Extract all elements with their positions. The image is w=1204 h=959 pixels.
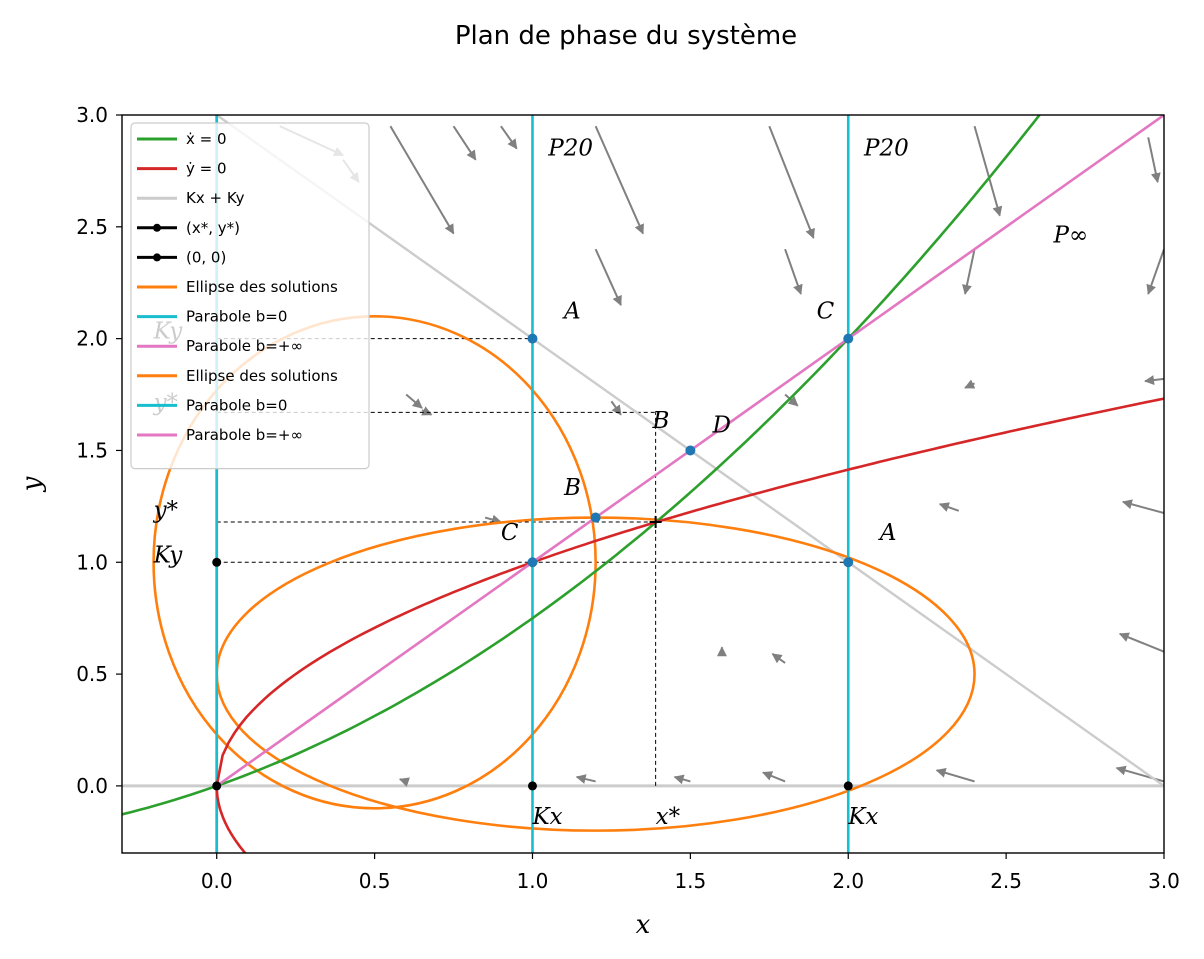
annotation-1: P20	[863, 135, 909, 161]
vector-arrow-1	[389, 125, 455, 235]
equilibrium-marker	[649, 516, 662, 529]
black-point-1	[527, 781, 537, 791]
legend-marker-4	[153, 253, 161, 262]
blue-point-5	[843, 557, 854, 568]
x-axis-label: x	[636, 910, 651, 940]
vector-arrow-27	[762, 771, 786, 783]
plot-area	[122, 115, 1164, 853]
y-tick-label-5: 2.5	[76, 215, 108, 239]
annotation-11: Ky	[153, 542, 184, 568]
legend-label-8: Ellipse des solutions	[186, 367, 338, 385]
legend-label-7: Parabole b=+∞	[186, 337, 303, 355]
annotation-14: Kx	[531, 804, 562, 830]
plot-frame	[121, 114, 1165, 854]
y-axis-ticks: 0.0 0.5 1.0 1.5 2.0 2.5 3.0	[76, 103, 122, 798]
vector-arrow-9	[594, 248, 622, 307]
black-point-2	[843, 781, 853, 791]
annotation-4: C	[817, 299, 835, 325]
y-tick-label-3: 1.5	[76, 438, 108, 462]
y-tick-label-0: 0.0	[76, 774, 108, 798]
vector-arrow-23	[771, 653, 786, 664]
chart-title: Plan de phase du système	[455, 21, 797, 51]
vector-arrow-7	[1147, 137, 1161, 184]
vector-arrow-25	[575, 774, 596, 784]
vector-arrow-17	[1144, 375, 1164, 386]
vector-arrow-30	[398, 777, 411, 787]
black-point-0	[212, 557, 222, 567]
legend: ẋ = 0 ẏ = 0 Kx + Ky (x*, y*) (0, 0) Ellipse d…	[130, 122, 370, 470]
x-axis-ticks: 0.0 0.5 1.0 1.5 2.0 2.5 3.0	[201, 853, 1180, 893]
legend-label-6: Parabole b=0	[186, 308, 287, 326]
y-tick-label-1: 0.5	[76, 662, 108, 686]
solution-ellipse-1	[152, 314, 597, 810]
vector-arrow-15	[784, 393, 799, 407]
vector-arrow-6	[973, 125, 1003, 217]
vector-arrow-18	[421, 406, 433, 416]
annotation-5: B	[651, 408, 669, 434]
vector-arrow-4	[594, 125, 644, 235]
annotation-16: Kx	[847, 804, 878, 830]
y-tick-label-6: 3.0	[76, 103, 108, 127]
vector-arrow-11	[962, 248, 976, 295]
blue-point-1	[843, 333, 854, 344]
legend-label-9: Parabole b=0	[186, 396, 287, 414]
vector-arrow-10	[784, 248, 803, 295]
vector-arrow-3	[500, 125, 518, 150]
annotation-8: C	[501, 520, 519, 546]
legend-label-10: Parabole b=+∞	[186, 426, 303, 444]
x-tick-label-2: 1.0	[517, 869, 549, 893]
vector-arrow-16	[964, 379, 976, 389]
vector-arrow-19	[484, 514, 502, 525]
annotation-2: P∞	[1052, 222, 1088, 248]
black-point-3	[212, 781, 222, 791]
x-tick-label-4: 2.0	[832, 869, 864, 893]
vector-arrow-28	[935, 768, 975, 783]
x-tick-label-6: 3.0	[1148, 869, 1180, 893]
vector-arrow-21	[1121, 499, 1164, 515]
legend-box	[130, 122, 370, 470]
x-tick-label-3: 1.5	[674, 869, 706, 893]
x-tick-label-5: 2.5	[990, 869, 1022, 893]
y-tick-label-2: 1.0	[76, 550, 108, 574]
annotation-0: P20	[547, 135, 593, 161]
xdot-zero-curve	[122, 115, 1042, 816]
x-tick-label-1: 0.5	[359, 869, 391, 893]
y-tick-label-4: 2.0	[76, 327, 108, 351]
ydot-zero-curve	[215, 397, 1164, 853]
annotation-9: A	[878, 520, 897, 546]
vector-arrow-5	[768, 125, 815, 239]
legend-label-4: (0, 0)	[186, 248, 226, 266]
blue-point-0	[527, 333, 538, 344]
blue-point-2	[685, 445, 696, 456]
x-tick-label-0: 0.0	[201, 869, 233, 893]
legend-label-3: (x*, y*)	[186, 219, 240, 237]
blue-point-3	[590, 512, 601, 523]
annotation-10: y*	[153, 498, 179, 524]
annotation-7: B	[563, 475, 581, 501]
y-axis-label: y	[17, 476, 47, 492]
annotation-6: D	[711, 413, 730, 439]
legend-label-0: ẋ = 0	[186, 130, 227, 148]
vector-arrow-24	[1118, 632, 1164, 653]
legend-marker-3	[153, 223, 161, 232]
annotation-3: A	[562, 299, 581, 325]
legend-label-5: Ellipse des solutions	[186, 278, 338, 296]
legend-label-1: ẏ = 0	[186, 160, 227, 178]
annotation-15: x*	[656, 804, 681, 830]
vector-arrow-2	[452, 125, 477, 161]
vector-arrow-26	[673, 774, 691, 785]
vector-arrow-13	[405, 393, 423, 409]
blue-point-4	[527, 557, 538, 568]
vector-arrow-20	[938, 502, 960, 512]
vector-arrow-12	[1146, 248, 1164, 295]
legend-label-2: Kx + Ky	[186, 189, 245, 207]
